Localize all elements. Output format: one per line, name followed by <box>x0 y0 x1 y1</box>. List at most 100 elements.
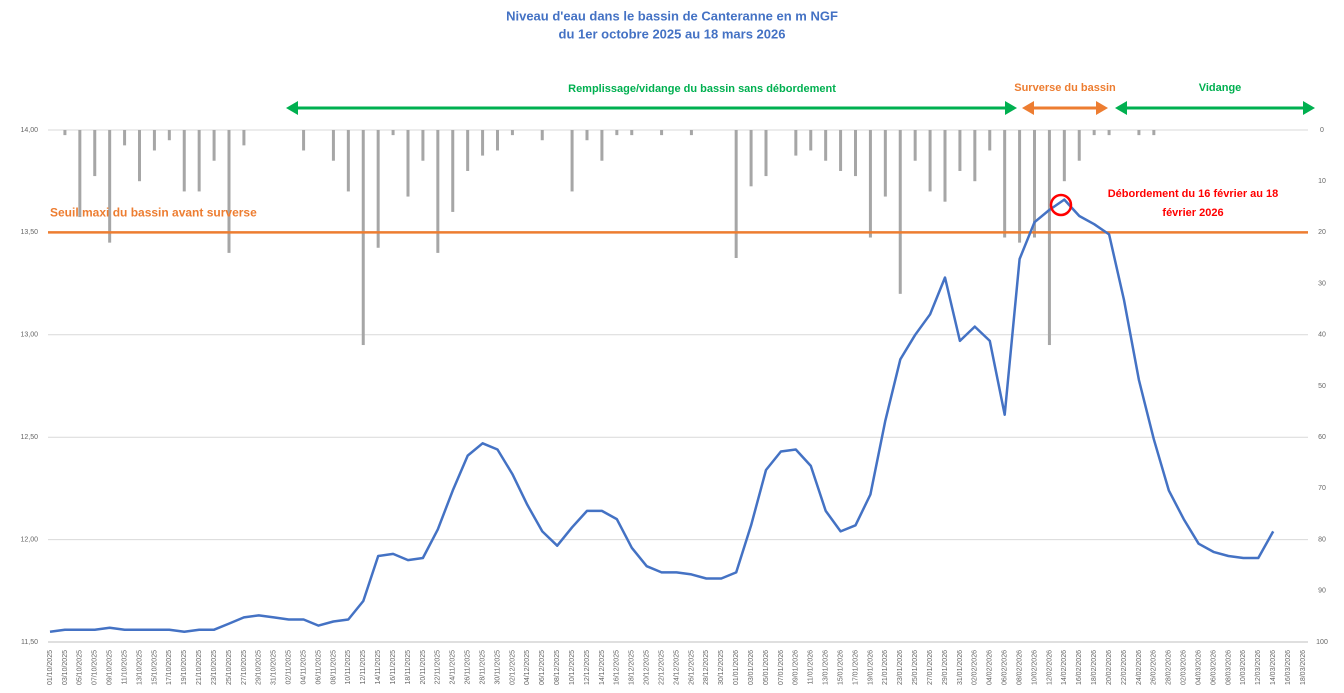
x-tick-label: 24/02/2026 <box>1136 650 1143 685</box>
x-tick-label: 21/10/2025 <box>196 650 203 685</box>
rain-bar <box>764 130 768 177</box>
x-tick-label: 18/11/2025 <box>405 650 412 685</box>
x-tick-label: 11/10/2025 <box>121 650 128 685</box>
y-tick-label: 14,00 <box>20 127 38 134</box>
x-tick-label: 20/11/2025 <box>420 650 427 685</box>
rain-bar <box>868 130 872 238</box>
y2-tick-label: 10 <box>1318 178 1326 185</box>
y2-tick-label: 50 <box>1318 383 1326 390</box>
x-tick-label: 28/02/2026 <box>1166 650 1173 685</box>
x-tick-label: 26/12/2025 <box>688 650 695 685</box>
x-tick-label: 14/02/2026 <box>1061 650 1068 685</box>
x-tick-label: 05/10/2025 <box>77 650 84 685</box>
x-tick-label: 18/02/2026 <box>1091 650 1098 685</box>
y2-tick-label: 60 <box>1318 434 1326 441</box>
x-tick-label: 13/10/2025 <box>136 650 143 685</box>
y-tick-label: 13,00 <box>20 332 38 339</box>
x-tick-label: 14/11/2025 <box>375 650 382 685</box>
x-tick-label: 27/10/2025 <box>241 650 248 685</box>
rain-bar <box>824 130 828 161</box>
x-tick-label: 03/10/2025 <box>62 650 69 685</box>
x-tick-label: 23/01/2026 <box>897 650 904 685</box>
rain-bar <box>958 130 962 171</box>
y2-tick-label: 90 <box>1318 588 1326 595</box>
x-tick-label: 09/10/2025 <box>107 650 114 685</box>
chart-subtitle: du 1er octobre 2025 au 18 mars 2026 <box>559 26 786 41</box>
x-tick-label: 12/11/2025 <box>360 650 367 685</box>
x-tick-label: 20/12/2025 <box>644 650 651 685</box>
rain-bar <box>585 130 589 141</box>
x-tick-label: 01/01/2026 <box>733 650 740 685</box>
rain-bar <box>152 130 156 151</box>
x-tick-label: 31/10/2025 <box>271 650 278 685</box>
x-tick-label: 15/10/2025 <box>151 650 158 685</box>
rain-bar <box>436 130 440 253</box>
x-tick-label: 22/02/2026 <box>1121 650 1128 685</box>
rain-bar <box>93 130 97 177</box>
x-tick-label: 27/01/2026 <box>927 650 934 685</box>
rain-bar <box>570 130 574 192</box>
y2-tick-label: 40 <box>1318 332 1326 339</box>
rain-bar <box>1137 130 1141 136</box>
x-tick-label: 02/03/2026 <box>1181 650 1188 685</box>
threshold-label: Seuil maxi du bassin avant surverse <box>50 206 257 220</box>
x-tick-label: 19/01/2026 <box>867 650 874 685</box>
rain-bar <box>749 130 753 187</box>
x-tick-label: 31/01/2026 <box>957 650 964 685</box>
x-tick-label: 15/01/2026 <box>837 650 844 685</box>
annotation: Surverse du bassin <box>1014 82 1116 94</box>
y-tick-label: 11,50 <box>21 639 38 646</box>
rain-bar <box>883 130 887 197</box>
annotation: février 2026 <box>1162 207 1223 219</box>
rain-bar <box>212 130 216 161</box>
y2-tick-label: 100 <box>1316 639 1328 646</box>
x-tick-label: 08/02/2026 <box>1016 650 1023 685</box>
y2-tick-label: 20 <box>1318 229 1326 236</box>
rain-bar <box>1003 130 1007 238</box>
x-tick-label: 28/12/2025 <box>703 650 710 685</box>
x-tick-label: 12/03/2026 <box>1255 650 1262 685</box>
x-tick-label: 20/02/2026 <box>1106 650 1113 685</box>
rain-bar <box>1107 130 1111 136</box>
rain-bar <box>421 130 425 161</box>
x-tick-label: 21/01/2026 <box>882 650 889 685</box>
x-tick-label: 16/12/2025 <box>614 650 621 685</box>
x-tick-label: 14/03/2026 <box>1270 650 1277 685</box>
rain-bar <box>78 130 82 218</box>
rain-bar <box>108 130 112 243</box>
rain-bar <box>302 130 306 151</box>
y2-tick-label: 30 <box>1318 280 1326 287</box>
x-tick-label: 04/03/2026 <box>1195 650 1202 685</box>
x-tick-label: 16/11/2025 <box>390 650 397 685</box>
x-tick-label: 02/02/2026 <box>972 650 979 685</box>
rain-bar <box>391 130 395 136</box>
x-tick-label: 06/12/2025 <box>539 650 546 685</box>
y2-tick-label: 80 <box>1318 536 1326 543</box>
rain-bar <box>376 130 380 248</box>
x-tick-label: 08/03/2026 <box>1225 650 1232 685</box>
rain-bar <box>451 130 455 212</box>
x-tick-label: 29/10/2025 <box>256 650 263 685</box>
x-tick-label: 22/12/2025 <box>658 650 665 685</box>
rain-bar <box>689 130 693 136</box>
x-tick-label: 22/11/2025 <box>435 650 442 685</box>
x-tick-label: 30/12/2025 <box>718 650 725 685</box>
rain-bar <box>943 130 947 202</box>
highlight-circle <box>1049 193 1073 217</box>
rain-bar <box>1018 130 1022 243</box>
annotation: Vidange <box>1199 82 1242 94</box>
x-tick-label: 16/03/2026 <box>1285 650 1292 685</box>
x-tick-label: 23/10/2025 <box>211 650 218 685</box>
rain-bar <box>1047 130 1051 346</box>
x-tick-label: 07/01/2026 <box>778 650 785 685</box>
rain-bar <box>734 130 738 258</box>
x-tick-label: 10/12/2025 <box>569 650 576 685</box>
x-tick-label: 24/11/2025 <box>450 650 457 685</box>
x-tick-label: 13/01/2026 <box>823 650 830 685</box>
x-tick-label: 18/12/2025 <box>629 650 636 685</box>
x-tick-label: 04/12/2025 <box>524 650 531 685</box>
rain-bar <box>167 130 171 141</box>
rain-bar <box>1033 130 1036 238</box>
rain-bar <box>138 130 141 182</box>
